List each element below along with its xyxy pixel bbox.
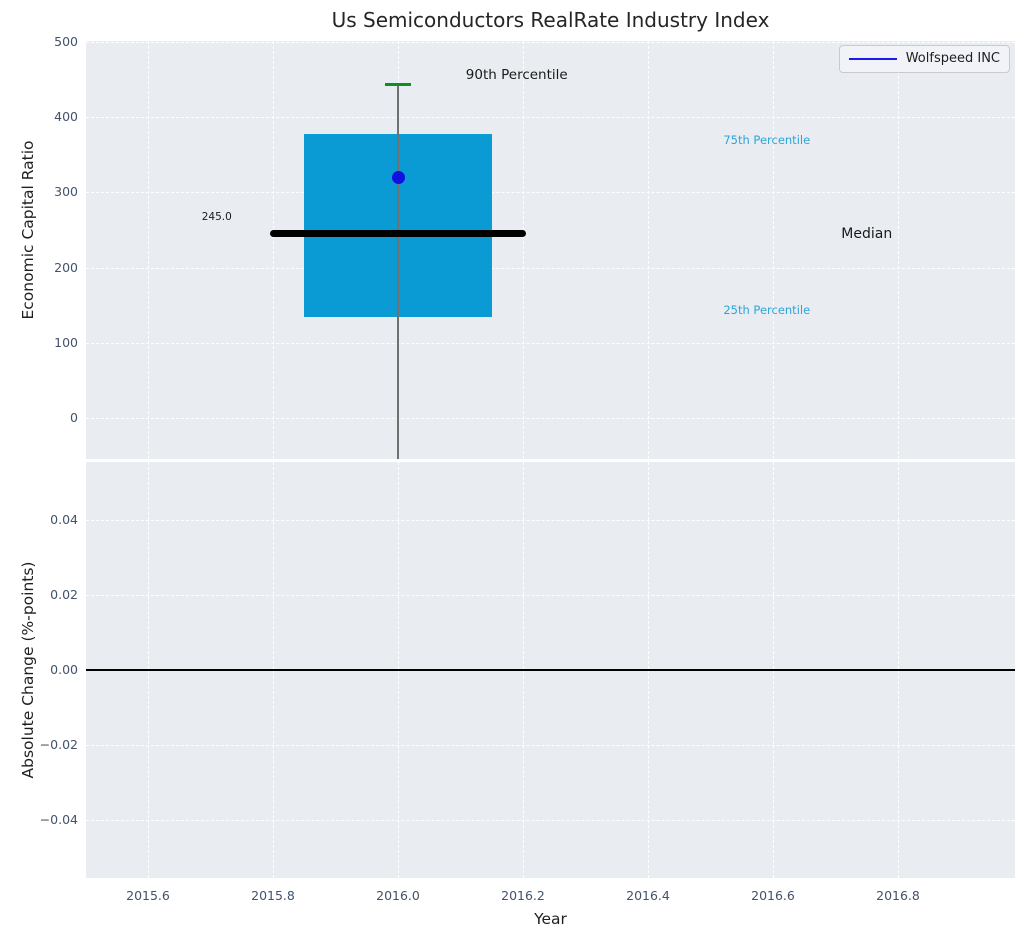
whisker-line: [397, 84, 399, 459]
legend: Wolfspeed INC: [838, 45, 1010, 73]
xtick-label: 2016.0: [376, 888, 420, 903]
xtick-label: 2016.4: [626, 888, 670, 903]
gridline-v: [148, 41, 149, 459]
whisker-cap-90th-icon: [385, 83, 411, 87]
gridline-h: [86, 342, 1015, 344]
gridline-h: [86, 418, 1015, 420]
ytick-label: 200: [54, 259, 78, 275]
gridline-h: [86, 519, 1015, 521]
gridline-v: [273, 41, 274, 459]
xtick-label: 2016.6: [751, 888, 795, 903]
gridline-h: [86, 594, 1015, 596]
annotation-90th-percentile: 90th Percentile: [465, 67, 568, 84]
y-axis-label-economic-capital-ratio: Economic Capital Ratio: [19, 140, 37, 320]
xtick-label: 2015.8: [251, 888, 295, 903]
company-point: [391, 170, 405, 184]
gridline-v: [523, 41, 524, 459]
ytick-label: 400: [54, 109, 78, 125]
annotation-25th-percentile: 25th Percentile: [723, 302, 811, 317]
annotation-75th-percentile: 75th Percentile: [723, 132, 811, 147]
ytick-label: 0.04: [50, 511, 78, 527]
zero-line: [86, 669, 1015, 671]
gridline-v: [898, 41, 899, 459]
gridline-v: [648, 41, 649, 459]
top-plot-economic-capital-ratio: Wolfspeed INC 90th Percentile 75th Percen…: [86, 41, 1015, 459]
ytick-label: 500: [54, 34, 78, 50]
annotation-median: Median: [841, 225, 893, 242]
gridline-h: [86, 117, 1015, 119]
gridline-v: [773, 41, 774, 459]
xtick-label: 2016.8: [876, 888, 920, 903]
legend-label: Wolfspeed INC: [905, 51, 1000, 66]
median-value-label: 245.0: [201, 210, 232, 223]
ytick-label: 300: [54, 184, 78, 200]
gridline-h: [86, 820, 1015, 822]
x-axis-label: Year: [534, 910, 567, 928]
gridline-h: [86, 42, 1015, 44]
gridline-h: [86, 267, 1015, 269]
ytick-label: 0.02: [50, 586, 78, 602]
ytick-label: −0.04: [39, 812, 78, 828]
ytick-label: 0: [70, 410, 78, 426]
ytick-label: 0.00: [50, 662, 78, 677]
ytick-label: −0.02: [39, 737, 78, 753]
chart-title: Us Semiconductors RealRate Industry Inde…: [331, 8, 770, 32]
gridline-h: [86, 192, 1015, 194]
xtick-label: 2015.6: [126, 888, 170, 903]
median-line: [269, 230, 527, 238]
xtick-label: 2016.2: [501, 888, 545, 903]
ytick-label: 100: [54, 334, 78, 350]
bottom-plot-absolute-change: [86, 462, 1015, 878]
gridline-h: [86, 745, 1015, 747]
legend-line-icon: [848, 58, 897, 60]
